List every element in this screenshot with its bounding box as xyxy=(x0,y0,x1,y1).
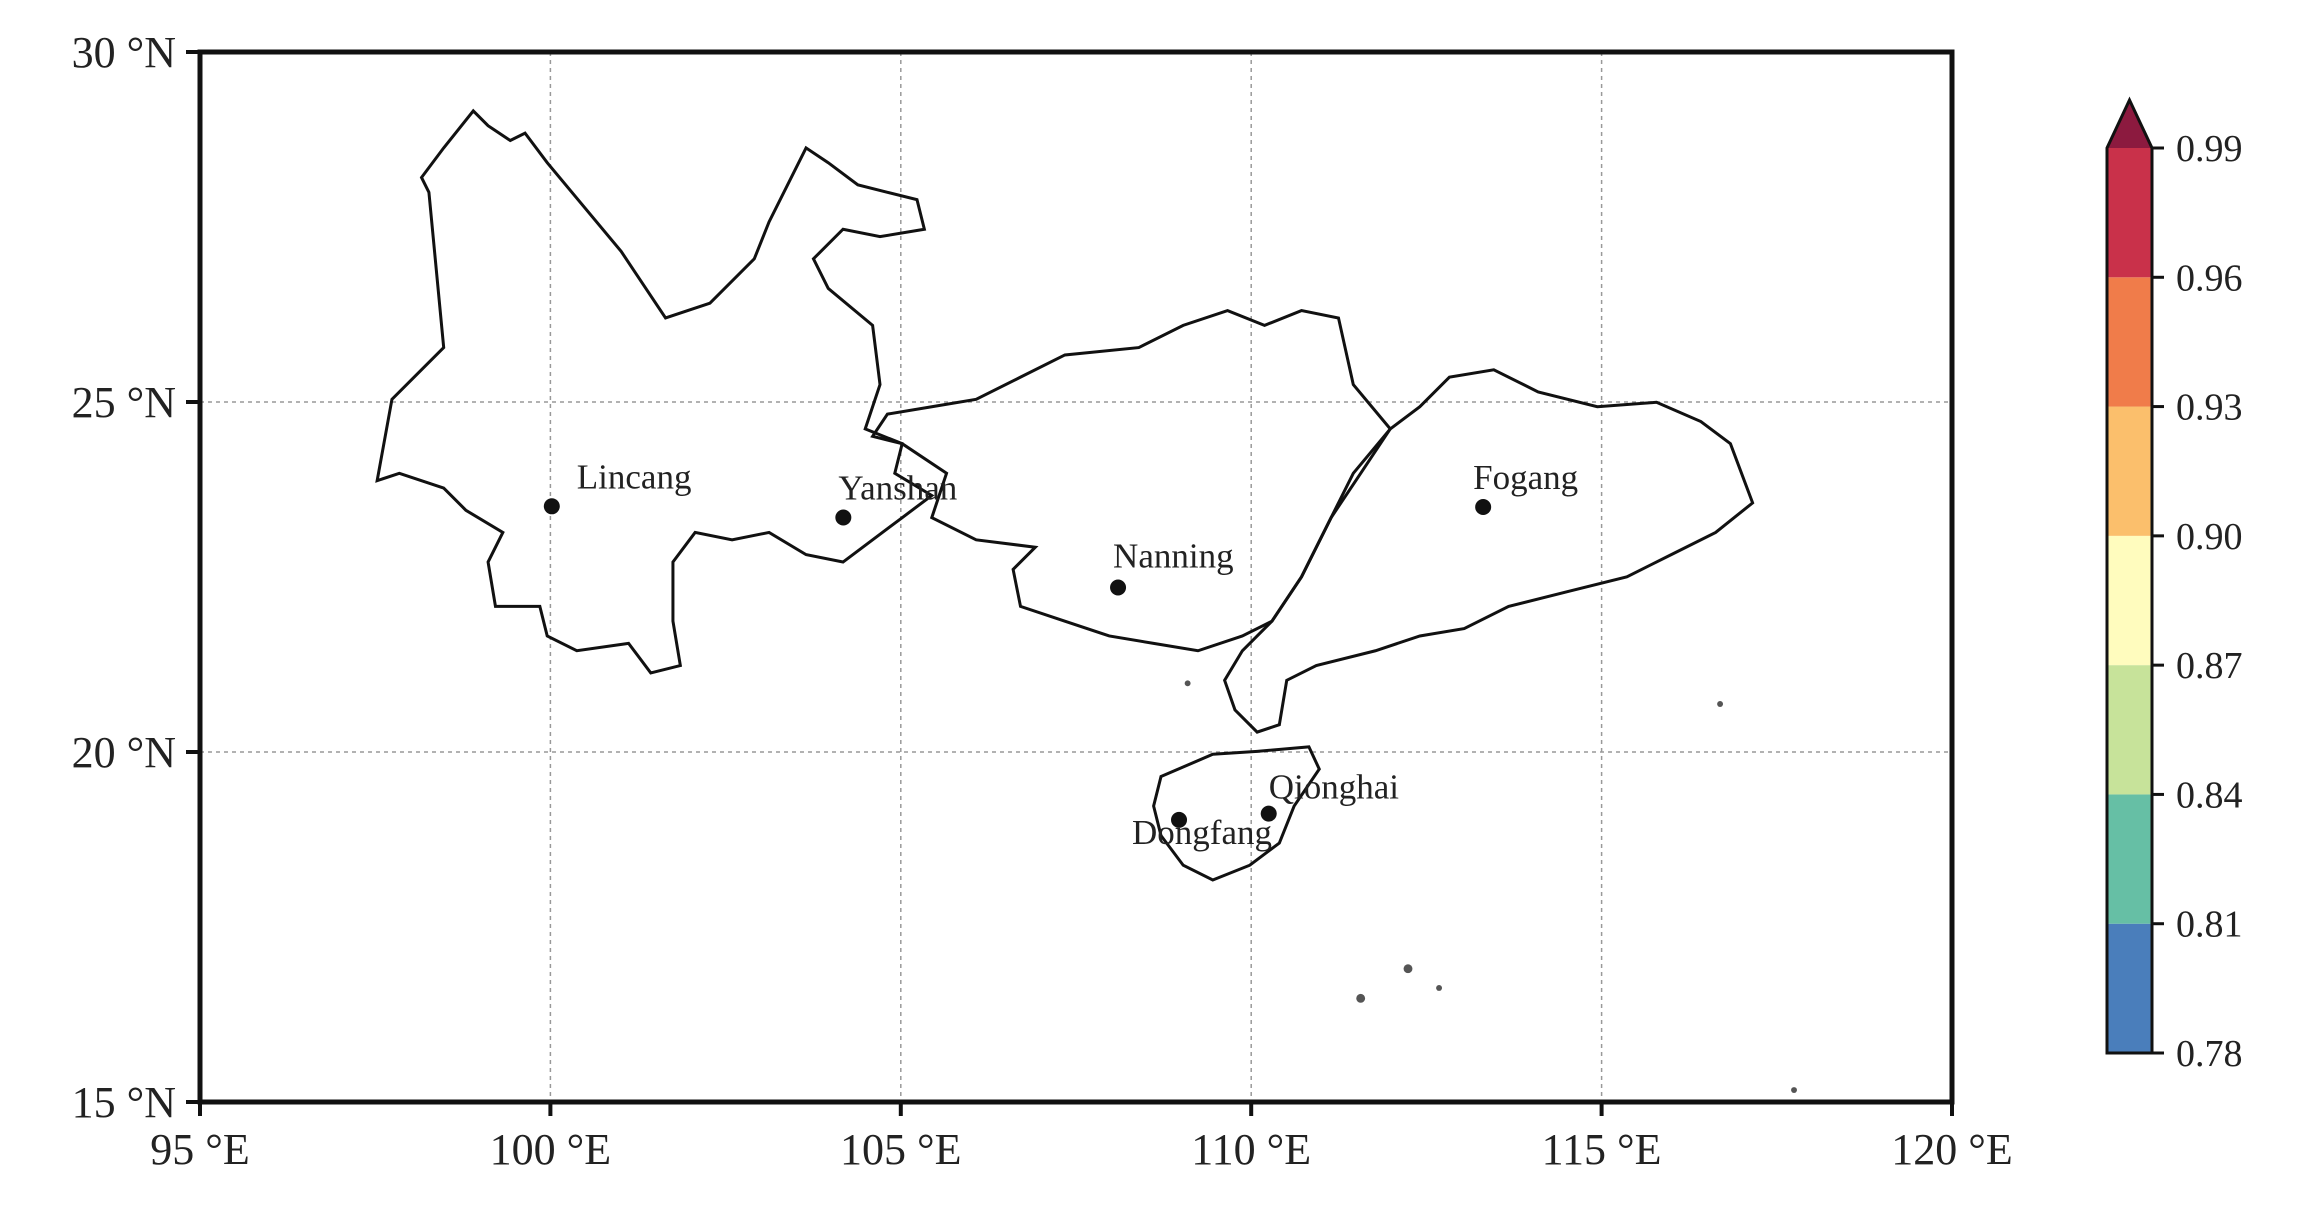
colorbar-swatch xyxy=(2107,923,2152,1053)
x-tick-label: 110 °E xyxy=(1191,1125,1311,1174)
grid xyxy=(199,51,1953,1103)
city-marker xyxy=(835,509,852,526)
field-base xyxy=(300,80,1800,930)
city-marker xyxy=(543,498,560,515)
colorbar-swatch xyxy=(2107,406,2152,536)
city-marker xyxy=(1110,579,1127,596)
colorbar-swatch xyxy=(2107,148,2152,278)
borders xyxy=(377,111,1797,1093)
annotations: 95 °E 100 °E 105 °E 110 °E 115 °E 120 °E 15 °N… xyxy=(72,28,2243,1174)
city-label: Dongfang xyxy=(1132,813,1272,852)
city-label: Qionghai xyxy=(1269,768,1400,807)
x-tick-label: 120 °E xyxy=(1891,1125,2012,1174)
colorbar-label: 0.87 xyxy=(2176,645,2243,687)
y-tick-label: 15 °N xyxy=(72,1078,176,1127)
colorbar-label: 0.78 xyxy=(2176,1033,2243,1075)
colorbar-swatch xyxy=(2107,277,2152,407)
colorbar-swatch xyxy=(2107,665,2152,795)
city-label: Nanning xyxy=(1113,537,1234,576)
field xyxy=(300,80,1800,930)
colorbar-label: 0.93 xyxy=(2176,387,2243,429)
colorbar-label: 0.96 xyxy=(2176,257,2243,299)
x-tick-label: 115 °E xyxy=(1542,1125,1662,1174)
y-tick-label: 30 °N xyxy=(72,28,176,77)
city-label: Yanshan xyxy=(838,469,957,508)
city-label: Fogang xyxy=(1473,458,1578,497)
city-marker xyxy=(1260,805,1277,822)
colorbar-label: 0.90 xyxy=(2176,516,2243,558)
colorbar-label: 0.99 xyxy=(2176,128,2243,170)
y-tick-label: 25 °N xyxy=(72,378,176,427)
colorbar-extend xyxy=(2107,100,2152,148)
y-tick-label: 20 °N xyxy=(72,728,176,777)
plot-frame xyxy=(197,49,1955,1105)
colorbar-outline xyxy=(2105,96,2154,1055)
colorbar-swatch xyxy=(2107,794,2152,924)
city-marker xyxy=(1475,499,1492,515)
x-tick-label: 105 °E xyxy=(840,1125,961,1174)
x-tick-label: 100 °E xyxy=(490,1125,611,1174)
city-marker xyxy=(1171,811,1188,828)
x-tick-label: 95 °E xyxy=(150,1125,249,1174)
city-label: Lincang xyxy=(577,457,692,496)
colorbar-label: 0.84 xyxy=(2176,774,2243,816)
colorbar-swatch xyxy=(2107,535,2152,666)
colorbar-label: 0.81 xyxy=(2176,904,2243,946)
